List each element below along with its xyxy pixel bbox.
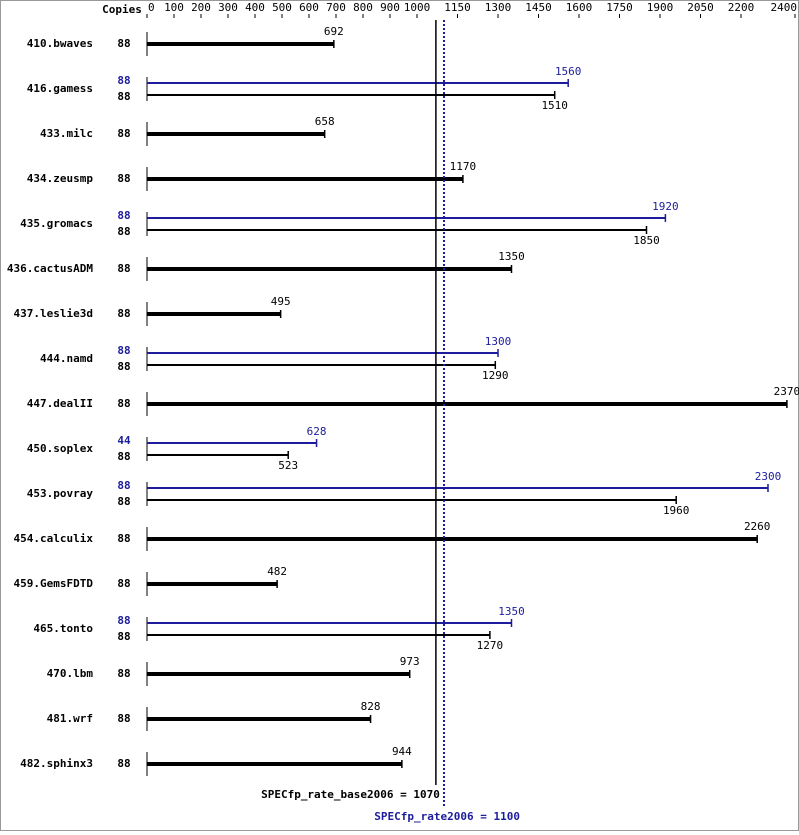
value-label: 1850: [633, 234, 660, 247]
benchmark-name: 470.lbm: [47, 667, 94, 680]
copies: 88: [117, 614, 130, 627]
value-label: 1300: [485, 335, 512, 348]
value-label: 495: [271, 295, 291, 308]
reference-label: SPECfp_rate_base2006 = 1070: [261, 788, 440, 801]
copies: 88: [117, 127, 130, 140]
value-label: 1920: [652, 200, 679, 213]
copies: 88: [117, 360, 130, 373]
value-label: 1560: [555, 65, 582, 78]
copies: 88: [117, 37, 130, 50]
copies: 88: [117, 262, 130, 275]
x-tick-label: 0: [148, 1, 155, 14]
benchmark-name: 435.gromacs: [20, 217, 93, 230]
x-tick-label: 1450: [525, 1, 552, 14]
copies: 88: [117, 712, 130, 725]
x-tick-label: 1900: [647, 1, 674, 14]
benchmark-name: 482.sphinx3: [20, 757, 93, 770]
benchmark-name: 410.bwaves: [27, 37, 93, 50]
x-tick-label: 500: [272, 1, 292, 14]
x-tick-label: 2050: [687, 1, 714, 14]
reference-label: SPECfp_rate2006 = 1100: [374, 810, 520, 823]
benchmark-name: 437.leslie3d: [14, 307, 93, 320]
copies: 88: [117, 532, 130, 545]
x-tick-label: 1000: [404, 1, 431, 14]
copies: 88: [117, 630, 130, 643]
x-tick-label: 600: [299, 1, 319, 14]
value-label: 973: [400, 655, 420, 668]
x-tick-label: 1150: [444, 1, 471, 14]
value-label: 1350: [498, 605, 525, 618]
value-label: 658: [315, 115, 335, 128]
copies: 88: [117, 344, 130, 357]
benchmark-name: 450.soplex: [27, 442, 94, 455]
x-tick-label: 200: [191, 1, 211, 14]
benchmark-name: 433.milc: [40, 127, 93, 140]
value-label: 944: [392, 745, 412, 758]
benchmark-name: 454.calculix: [14, 532, 94, 545]
value-label: 628: [307, 425, 327, 438]
value-label: 1170: [450, 160, 477, 173]
copies: 88: [117, 172, 130, 185]
benchmark-name: 416.gamess: [27, 82, 93, 95]
copies: 88: [117, 479, 130, 492]
copies: 88: [117, 757, 130, 770]
copies: 44: [117, 434, 131, 447]
copies: 88: [117, 397, 130, 410]
copies: 88: [117, 495, 130, 508]
benchmark-name: 453.povray: [27, 487, 94, 500]
value-label: 828: [361, 700, 381, 713]
value-label: 482: [267, 565, 287, 578]
x-tick-label: 400: [245, 1, 265, 14]
benchmark-name: 465.tonto: [33, 622, 93, 635]
benchmark-name: 459.GemsFDTD: [14, 577, 94, 590]
value-label: 692: [324, 25, 344, 38]
copies-header: Copies: [102, 3, 142, 16]
value-label: 2300: [755, 470, 782, 483]
x-tick-label: 700: [326, 1, 346, 14]
copies: 88: [117, 225, 130, 238]
x-tick-label: 1750: [606, 1, 633, 14]
value-label: 1290: [482, 369, 509, 382]
benchmark-name: 444.namd: [40, 352, 93, 365]
value-label: 1510: [541, 99, 568, 112]
benchmark-name: 436.cactusADM: [7, 262, 93, 275]
x-tick-label: 2200: [728, 1, 755, 14]
copies: 88: [117, 667, 130, 680]
value-label: 2260: [744, 520, 771, 533]
x-tick-label: 300: [218, 1, 238, 14]
x-tick-label: 800: [353, 1, 373, 14]
x-tick-label: 100: [164, 1, 184, 14]
copies: 88: [117, 74, 130, 87]
x-tick-label: 2400: [771, 1, 798, 14]
benchmark-name: 434.zeusmp: [27, 172, 94, 185]
copies: 88: [117, 450, 130, 463]
value-label: 523: [278, 459, 298, 472]
benchmark-name: 447.dealII: [27, 397, 93, 410]
value-label: 2370: [774, 385, 799, 398]
value-label: 1960: [663, 504, 690, 517]
copies: 88: [117, 209, 130, 222]
copies: 88: [117, 577, 130, 590]
x-tick-label: 1600: [566, 1, 593, 14]
x-tick-label: 1300: [485, 1, 512, 14]
copies: 88: [117, 307, 130, 320]
value-label: 1270: [477, 639, 504, 652]
copies: 88: [117, 90, 130, 103]
x-tick-label: 900: [380, 1, 400, 14]
value-label: 1350: [498, 250, 525, 263]
benchmark-name: 481.wrf: [47, 712, 93, 725]
